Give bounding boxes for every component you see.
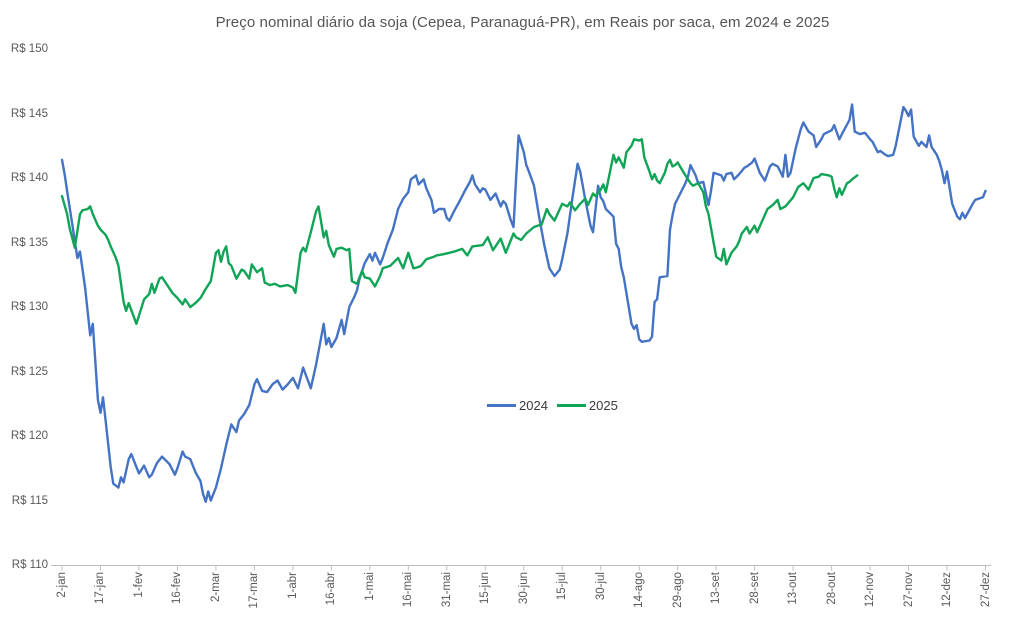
x-tick-label: 13-set xyxy=(710,572,723,604)
x-tick-label: 16-abr xyxy=(325,572,338,606)
x-tick-label: 16-fev xyxy=(171,572,184,604)
x-tick-label: 12-nov xyxy=(864,572,877,608)
x-tick-label: 12-dez xyxy=(941,572,954,608)
x-tick-label: 17-mar xyxy=(248,572,261,609)
x-tick-label: 15-jun xyxy=(479,572,492,604)
y-tick-label: R$ 110 xyxy=(11,559,48,571)
legend-item-2024: 2024 xyxy=(487,398,548,413)
series-line-2025 xyxy=(60,138,859,325)
y-tick-label: R$ 135 xyxy=(10,236,48,249)
x-tick-label: 17-jan xyxy=(94,572,107,604)
x-tick-label: 30-jul xyxy=(594,572,607,601)
x-tick-label: 2-mar xyxy=(209,572,222,603)
x-tick-label: 14-ago xyxy=(633,572,646,608)
x-tick-label: 1-fev xyxy=(132,572,145,598)
y-tick-label: R$ 115 xyxy=(11,494,48,507)
y-tick-label: R$ 145 xyxy=(10,107,48,120)
x-tick-label: 1-mai xyxy=(363,572,376,601)
legend-label-2025: 2025 xyxy=(588,398,618,413)
chart-title: Preço nominal diário da soja (Cepea, Par… xyxy=(215,14,830,31)
x-tick-label: 16-mai xyxy=(402,572,415,608)
x-tick-label: 28-set xyxy=(748,572,761,604)
y-tick-label: R$ 130 xyxy=(10,301,48,313)
legend-line-swatch-2025 xyxy=(556,404,586,407)
x-tick-label: 27-dez xyxy=(979,572,992,608)
y-tick-label: R$ 125 xyxy=(10,365,48,378)
x-tick-label: 31-mai xyxy=(440,572,453,608)
legend: 2024 2025 xyxy=(487,398,627,413)
y-tick-label: R$ 140 xyxy=(10,172,48,184)
x-tick-label: 1-abr xyxy=(286,572,299,599)
legend-label-2024: 2024 xyxy=(519,398,548,413)
legend-item-2025: 2025 xyxy=(556,398,618,413)
x-tick-label: 27-nov xyxy=(902,572,915,608)
y-tick-label: R$ 120 xyxy=(10,430,48,442)
x-tick-label: 28-out xyxy=(825,572,838,605)
x-tick-label: 15-jul xyxy=(556,572,569,601)
x-tick-label: 29-ago xyxy=(671,572,684,608)
x-tick-label: 30-jun xyxy=(517,572,530,604)
x-tick-label: 13-out xyxy=(787,572,800,605)
series-line-2024 xyxy=(60,103,987,503)
y-tick-label: R$ 150 xyxy=(10,43,48,55)
legend-line-swatch-2024 xyxy=(487,404,516,407)
x-tick-label: 2-jan xyxy=(56,572,68,598)
